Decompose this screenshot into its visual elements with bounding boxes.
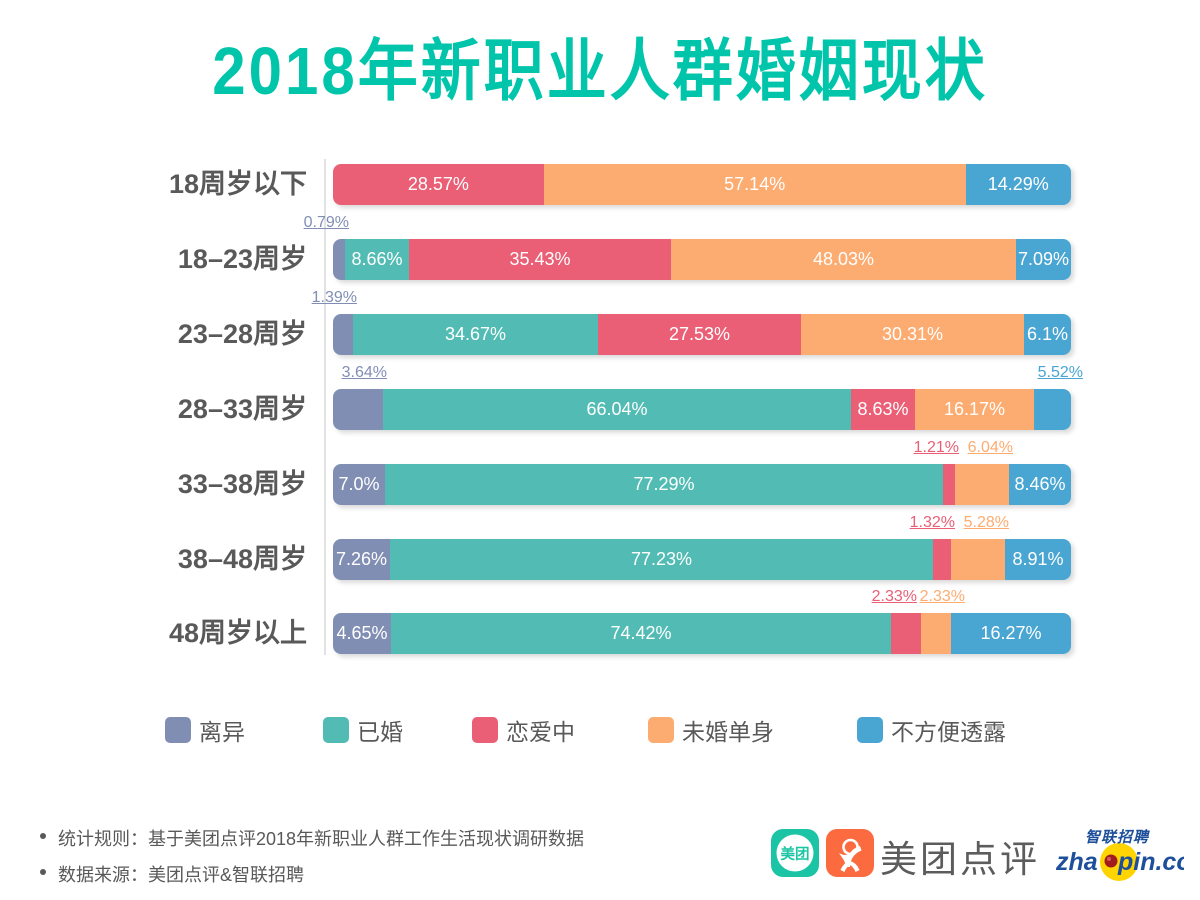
svg-text:zha: zha (1055, 848, 1098, 876)
svg-text:智联招聘: 智联招聘 (1085, 829, 1150, 846)
svg-text:美团: 美团 (781, 845, 810, 863)
svg-text:pin.com: pin.com (1117, 848, 1184, 876)
